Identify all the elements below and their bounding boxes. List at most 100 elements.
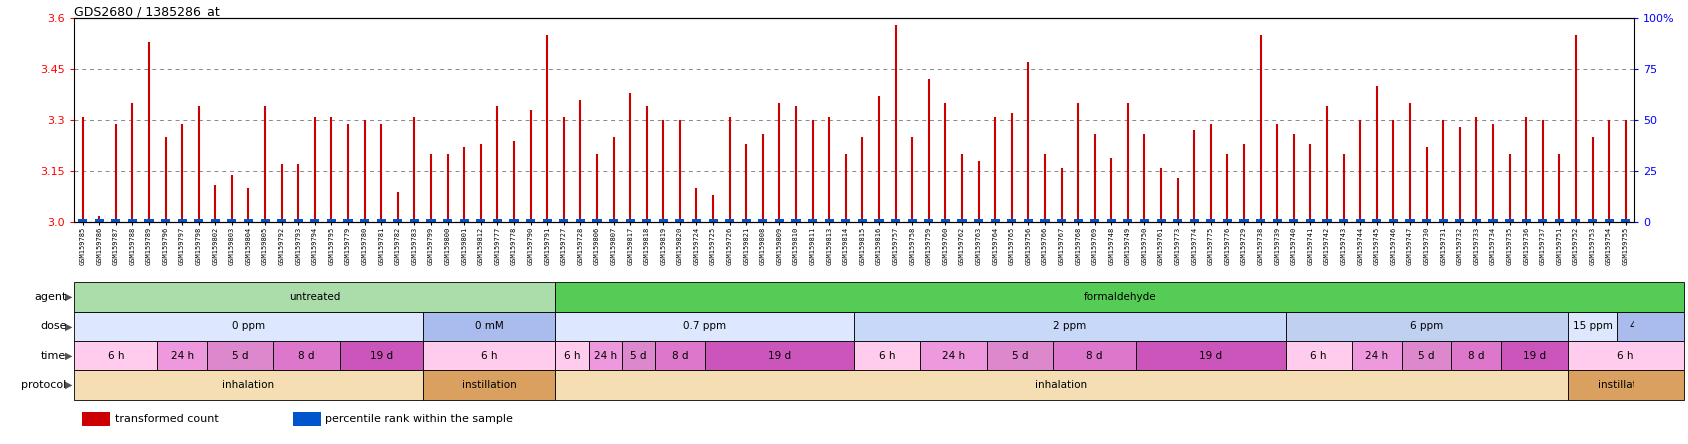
Text: 5 d: 5 d — [1418, 351, 1435, 361]
Bar — [841, 219, 851, 222]
Text: 0 ppm: 0 ppm — [231, 321, 265, 331]
Bar — [974, 219, 982, 222]
Bar — [427, 219, 436, 222]
Text: 15 ppm: 15 ppm — [1573, 321, 1612, 331]
Text: 24 h: 24 h — [1366, 351, 1388, 361]
Text: ▶: ▶ — [66, 380, 73, 390]
Bar — [1605, 219, 1614, 222]
Text: 2 ppm: 2 ppm — [1053, 321, 1087, 331]
Bar — [83, 412, 110, 425]
Bar — [128, 219, 137, 222]
Bar — [987, 341, 1053, 370]
Bar — [145, 219, 154, 222]
Bar — [527, 219, 535, 222]
Bar — [311, 219, 319, 222]
Text: 8 d: 8 d — [1087, 351, 1102, 361]
Bar — [726, 219, 734, 222]
Bar — [925, 219, 933, 222]
Text: 5 d: 5 d — [1011, 351, 1028, 361]
Text: agent: agent — [34, 292, 66, 302]
Bar — [1401, 341, 1452, 370]
Bar — [741, 219, 751, 222]
Bar — [1025, 219, 1033, 222]
Bar — [609, 219, 618, 222]
Bar — [1190, 219, 1198, 222]
Bar — [1568, 312, 1617, 341]
Bar — [211, 219, 219, 222]
Bar — [1156, 219, 1166, 222]
Bar — [1538, 219, 1548, 222]
Bar — [1472, 219, 1480, 222]
Bar — [555, 370, 1568, 400]
Text: 400 mM: 400 mM — [1629, 321, 1671, 331]
Bar — [493, 219, 501, 222]
Bar — [78, 219, 88, 222]
Bar — [422, 370, 555, 400]
Bar — [1286, 312, 1568, 341]
Bar — [1568, 341, 1683, 370]
Bar — [1057, 219, 1067, 222]
Text: protocol: protocol — [22, 380, 66, 390]
Bar — [1123, 219, 1133, 222]
Bar — [854, 312, 1286, 341]
Bar — [1008, 219, 1016, 222]
Bar — [1290, 219, 1298, 222]
Bar — [1207, 219, 1215, 222]
Bar — [459, 219, 469, 222]
Bar — [709, 219, 717, 222]
Bar — [692, 219, 701, 222]
Bar — [327, 219, 336, 222]
Bar — [294, 219, 302, 222]
Text: 6 ppm: 6 ppm — [1409, 321, 1443, 331]
Text: 6 h: 6 h — [1310, 351, 1327, 361]
Bar — [592, 219, 601, 222]
Bar — [160, 219, 170, 222]
Bar — [1620, 219, 1631, 222]
Bar — [111, 219, 120, 222]
Text: 8 d: 8 d — [1469, 351, 1485, 361]
Bar — [920, 341, 987, 370]
Text: instillation: instillation — [463, 380, 517, 390]
Bar — [1173, 219, 1182, 222]
Text: 0 mM: 0 mM — [474, 321, 503, 331]
Bar — [339, 341, 422, 370]
Text: ▶: ▶ — [66, 292, 73, 302]
Bar — [1053, 341, 1136, 370]
Bar — [422, 312, 555, 341]
Text: inhalation: inhalation — [223, 380, 275, 390]
Text: 5 d: 5 d — [630, 351, 647, 361]
Bar — [1389, 219, 1398, 222]
Text: 24 h: 24 h — [942, 351, 966, 361]
Bar — [908, 219, 917, 222]
Text: ▶: ▶ — [66, 351, 73, 361]
Bar — [1501, 341, 1568, 370]
Bar — [555, 312, 854, 341]
Bar — [194, 219, 203, 222]
Bar — [292, 412, 321, 425]
Bar — [343, 219, 353, 222]
Bar — [1074, 219, 1082, 222]
Bar — [1307, 219, 1315, 222]
Bar — [1452, 341, 1501, 370]
Bar — [991, 219, 999, 222]
Bar — [245, 219, 253, 222]
Text: 24 h: 24 h — [170, 351, 194, 361]
Text: 24 h: 24 h — [594, 351, 616, 361]
Bar — [809, 219, 817, 222]
Text: ▶: ▶ — [66, 321, 73, 331]
Text: 6 h: 6 h — [481, 351, 498, 361]
Bar — [376, 219, 387, 222]
Bar — [1352, 341, 1401, 370]
Bar — [476, 219, 486, 222]
Bar — [1322, 219, 1332, 222]
Bar — [1256, 219, 1266, 222]
Bar — [1506, 219, 1514, 222]
Text: 19 d: 19 d — [1198, 351, 1222, 361]
Bar — [1339, 219, 1349, 222]
Bar — [1107, 219, 1116, 222]
Bar — [360, 219, 370, 222]
Text: 19 d: 19 d — [370, 351, 393, 361]
Bar — [555, 282, 1683, 312]
Bar — [442, 219, 452, 222]
Bar — [510, 219, 518, 222]
